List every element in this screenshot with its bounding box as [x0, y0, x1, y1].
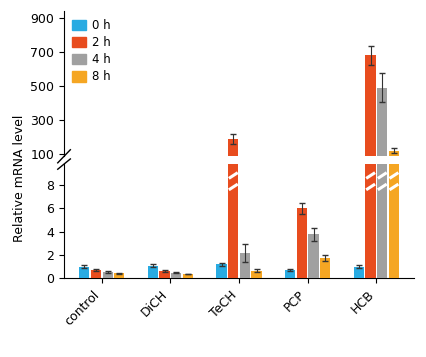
Bar: [376, 0, 386, 278]
Text: Relative mRNA level: Relative mRNA level: [13, 115, 26, 242]
Bar: [388, 151, 398, 171]
Bar: [308, 234, 318, 278]
Bar: [91, 270, 101, 278]
Bar: [114, 273, 124, 278]
Bar: [102, 272, 112, 278]
Bar: [216, 265, 226, 278]
Bar: [227, 0, 238, 278]
Bar: [159, 271, 170, 278]
Bar: [296, 208, 306, 278]
Bar: [388, 0, 398, 278]
Bar: [285, 270, 295, 278]
Bar: [365, 55, 375, 171]
Bar: [251, 271, 261, 278]
Legend: 0 h, 2 h, 4 h, 8 h: 0 h, 2 h, 4 h, 8 h: [70, 17, 113, 86]
Bar: [227, 139, 238, 171]
Bar: [296, 170, 306, 171]
Bar: [182, 274, 193, 278]
Bar: [320, 258, 330, 278]
Bar: [239, 253, 250, 278]
Bar: [376, 87, 386, 171]
Bar: [147, 266, 158, 278]
Bar: [79, 267, 89, 278]
Bar: [353, 267, 363, 278]
Bar: [171, 273, 181, 278]
Bar: [365, 0, 375, 278]
